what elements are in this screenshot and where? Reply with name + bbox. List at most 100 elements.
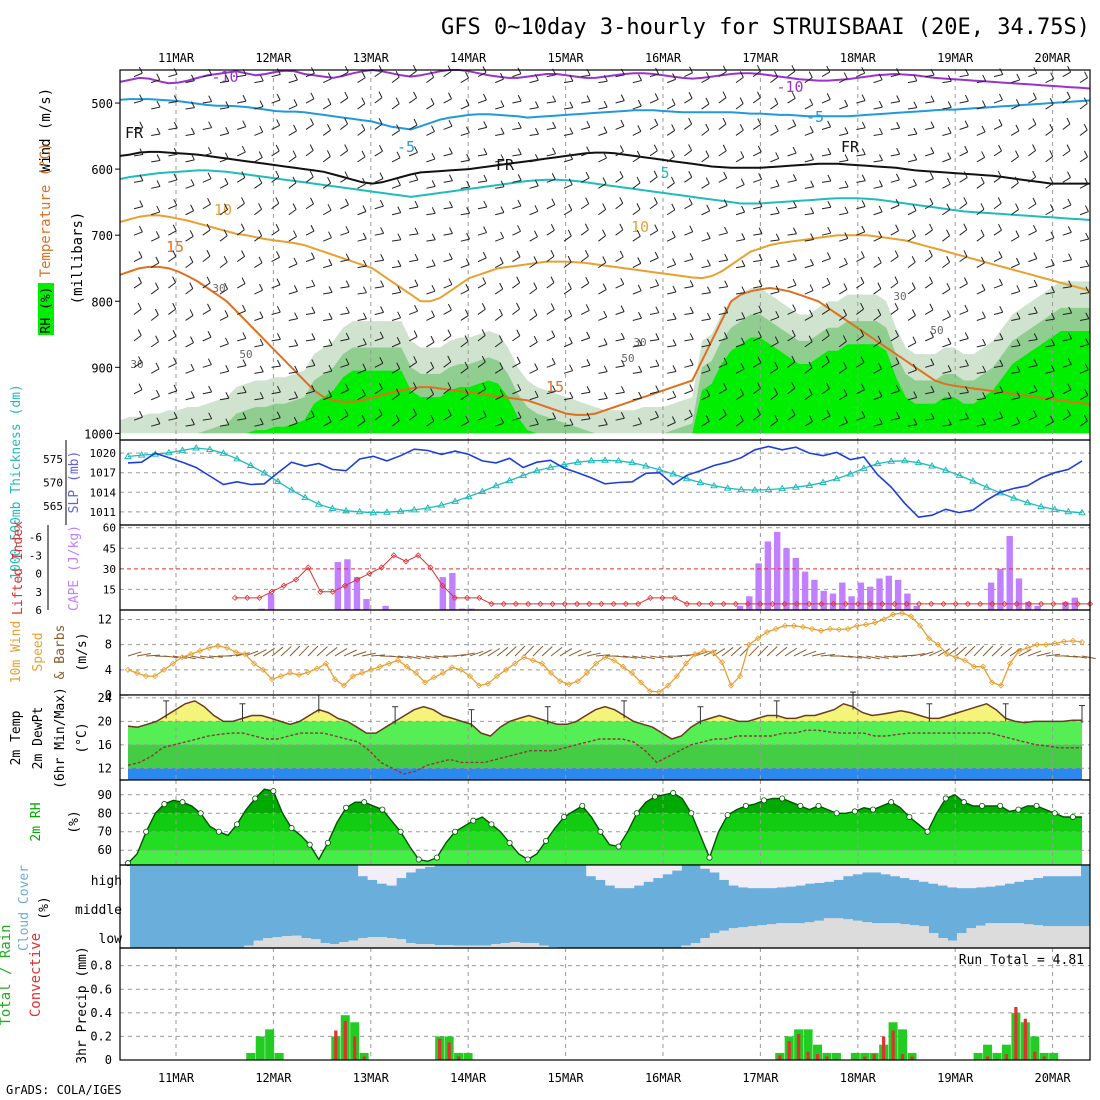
wind-barb-feather bbox=[774, 97, 779, 105]
wind-speed-point bbox=[502, 666, 510, 673]
wind-barb bbox=[236, 151, 246, 157]
wind-speed-point bbox=[772, 625, 780, 632]
wind-speed-point bbox=[862, 621, 870, 628]
cloud-high-bar bbox=[880, 865, 891, 875]
wind-barb-feather bbox=[1084, 363, 1089, 371]
cloud-low-bar bbox=[937, 938, 948, 948]
wind-barb-feather bbox=[173, 95, 178, 102]
wind-barb bbox=[684, 97, 693, 104]
wind-barb-feather bbox=[1084, 71, 1088, 78]
cape-bar bbox=[267, 593, 275, 610]
wind-barb-feather bbox=[380, 306, 385, 313]
wind-barb bbox=[942, 132, 952, 136]
wind-barb bbox=[340, 259, 350, 263]
wind-barb-feather bbox=[395, 97, 400, 104]
wind-barb bbox=[976, 182, 985, 189]
wind-barb bbox=[150, 368, 160, 374]
wind-barb-feather bbox=[155, 231, 160, 238]
wind-barb-feather bbox=[138, 276, 142, 284]
wind-barb bbox=[340, 231, 350, 236]
precip-total-bar bbox=[983, 1044, 993, 1060]
wind-barb-feather bbox=[447, 382, 452, 389]
wind-barb-feather bbox=[310, 224, 315, 232]
wind-barb bbox=[168, 417, 178, 421]
wind-barb-feather bbox=[534, 205, 539, 212]
ylabel-cloud-cover: Cloud Cover bbox=[17, 865, 32, 951]
wind-barb-feather bbox=[310, 92, 315, 100]
cloud-low-bar bbox=[301, 938, 312, 948]
wind-barb bbox=[580, 282, 590, 289]
wind-speed-point bbox=[241, 651, 249, 658]
wind-barb bbox=[873, 159, 883, 163]
cloud-low-bar bbox=[329, 944, 340, 948]
wind-barb bbox=[1010, 104, 1020, 110]
wind-barb-feather bbox=[1050, 231, 1055, 239]
cape-tick-label: 60 bbox=[103, 522, 116, 535]
wind-barb-feather bbox=[689, 252, 694, 260]
wind-barb bbox=[529, 79, 539, 84]
wind-barb bbox=[752, 70, 761, 78]
cloud-high-bar bbox=[871, 865, 882, 873]
wind-barb bbox=[649, 339, 659, 342]
wind-barb bbox=[322, 421, 332, 427]
wind-barb-feather bbox=[896, 173, 900, 181]
cloud-low-bar bbox=[1061, 926, 1072, 948]
cape-bar bbox=[382, 605, 389, 610]
wind-barb-feather bbox=[448, 119, 453, 127]
wind-barb bbox=[185, 133, 195, 136]
wind-barb-feather bbox=[293, 99, 298, 106]
wind-barb-feather bbox=[517, 121, 522, 129]
wind-barb-feather bbox=[724, 280, 729, 287]
wind-barb-feather bbox=[741, 337, 745, 345]
cloud-high-bar bbox=[614, 865, 625, 889]
wind-barb-feather bbox=[568, 337, 573, 344]
wind-barb bbox=[443, 98, 452, 104]
wind-barb bbox=[701, 344, 711, 348]
precip-total-bar bbox=[992, 1052, 1002, 1060]
wind-barb bbox=[838, 367, 847, 374]
precip-tick-label: 0 bbox=[105, 1053, 112, 1067]
wind-barb bbox=[426, 212, 436, 216]
cloud-high-bar bbox=[937, 865, 948, 886]
wind-barb bbox=[1045, 653, 1060, 657]
wind-barb-feather bbox=[1015, 230, 1020, 237]
footer-credit: GrADS: COLA/IGES bbox=[6, 1083, 122, 1097]
dewpoint-line bbox=[127, 729, 1082, 775]
thickness-point bbox=[873, 459, 882, 467]
wind-barb-feather bbox=[430, 361, 435, 369]
wind-barb-feather bbox=[878, 205, 883, 213]
wind-barb-feather bbox=[465, 415, 470, 423]
li-tick-label: 3 bbox=[35, 586, 42, 599]
wind-barb-feather bbox=[964, 332, 969, 339]
cape-bar bbox=[792, 557, 799, 610]
wind-speed-point bbox=[736, 673, 744, 680]
wind-barb-feather bbox=[913, 418, 918, 425]
wind-barb-feather bbox=[362, 205, 367, 212]
wind-barb bbox=[219, 106, 229, 110]
wind-barb bbox=[1011, 397, 1021, 401]
wind-barb-feather bbox=[827, 252, 831, 259]
wind-barb-feather bbox=[792, 304, 797, 311]
thickness-point bbox=[1023, 498, 1032, 506]
wind-barb bbox=[559, 648, 573, 657]
wind-barb-feather bbox=[224, 203, 228, 210]
wind-barb bbox=[667, 318, 677, 321]
wind-barb bbox=[615, 365, 625, 368]
cloud-low-bar bbox=[1051, 926, 1062, 948]
wind-barb bbox=[770, 291, 780, 295]
wind-barb bbox=[219, 397, 229, 401]
li-point bbox=[964, 600, 971, 607]
wind-barb-feather bbox=[517, 384, 522, 391]
wind-barb bbox=[1045, 182, 1054, 189]
wind-barb-feather bbox=[930, 385, 935, 393]
wind-barb-feather bbox=[414, 146, 418, 153]
temp-contour-label: -5 bbox=[397, 138, 415, 156]
wind-barb-feather bbox=[500, 416, 505, 424]
wind-barb bbox=[856, 282, 865, 289]
precip-tick-label: 0.4 bbox=[90, 1006, 112, 1020]
wind-barb bbox=[288, 79, 298, 84]
upper-air-ylabel: Wind (m/s)Temperature (°C)RH (%)(milliba… bbox=[38, 88, 86, 335]
wind-barb bbox=[237, 126, 246, 130]
date-label-bottom: 11MAR bbox=[158, 1071, 195, 1085]
wind-barb bbox=[856, 389, 865, 395]
